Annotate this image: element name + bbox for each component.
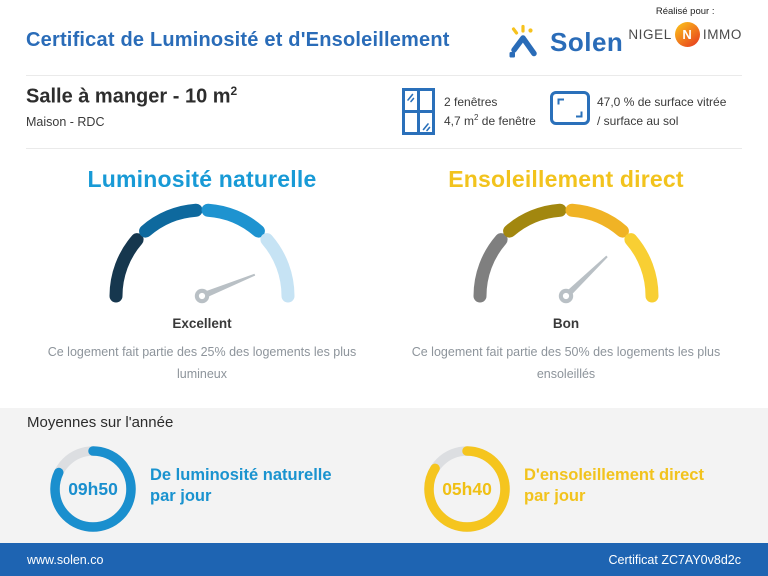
gauge-segment	[473, 233, 508, 303]
luminosity-description: Ce logement fait partie des 25% des loge…	[47, 345, 357, 381]
sunshine-title: Ensoleillement direct	[448, 166, 684, 192]
windows-count: 2 fenêtres	[444, 95, 498, 109]
footer-certificate-id: Certificat ZC7AY0v8d2c	[608, 552, 741, 567]
sunshine-hours: 05h40	[442, 478, 492, 499]
nigel-immo-icon: N	[674, 22, 700, 47]
realise-pour-label: Réalisé pour :	[655, 6, 715, 17]
luminosity-title: Luminosité naturelle	[87, 166, 317, 192]
glazing-ratio: 47,0 % de surface vitrée	[597, 95, 727, 109]
nigel-immo-logo: NIGEL N IMMO	[628, 22, 742, 47]
gauge-segment	[260, 233, 295, 303]
luminosity-ring-chart	[50, 446, 136, 532]
sunshine-gauge	[473, 203, 659, 304]
room-divider	[26, 148, 742, 149]
sunshine-ring-chart	[424, 446, 510, 532]
averages-section: Moyennes sur l'année 09h50 De luminosité…	[0, 408, 768, 543]
immo-text: IMMO	[702, 27, 742, 42]
ring-progress	[424, 446, 510, 532]
gauge-needle	[200, 273, 256, 299]
needle-hub-hole	[198, 292, 206, 300]
sunshine-ring: 05h40	[423, 445, 511, 533]
gauge-segment	[109, 233, 144, 303]
footer: www.solen.co Certificat ZC7AY0v8d2c	[0, 543, 768, 576]
nigel-text: NIGEL	[628, 27, 672, 42]
averages-heading: Moyennes sur l'année	[27, 414, 174, 431]
sunshine-description: Ce logement fait partie des 50% des loge…	[411, 345, 721, 381]
partner-block: Réalisé pour : NIGEL N IMMO	[628, 6, 742, 47]
solen-house-icon	[509, 24, 537, 58]
glazing-info: 47,0 % de surface vitrée / surface au so…	[597, 93, 726, 130]
needle-hub-hole	[562, 292, 570, 300]
glazing-ratio-2: / surface au sol	[597, 113, 679, 128]
sunshine-rating: Bon	[552, 316, 580, 331]
gauge-segment	[139, 203, 203, 238]
gauge-needle	[563, 255, 608, 299]
window-icon	[402, 88, 435, 135]
room-title: Salle à manger - 10 m2	[26, 84, 238, 108]
gauge-segment	[503, 203, 567, 238]
sunshine-avg-label: D'ensoleillement direct par jour	[524, 466, 704, 506]
sunshine-panel: Ensoleillement direct Bon Ce logement fa…	[388, 148, 744, 386]
luminosity-rating: Excellent	[172, 316, 232, 331]
gauge-segment	[565, 203, 629, 238]
solen-logo: Solen	[503, 24, 623, 60]
windows-area: 4,7 m2 de fenêtre	[444, 112, 536, 128]
windows-info: 2 fenêtres 4,7 m2 de fenêtre	[444, 93, 536, 130]
glazing-surface-icon	[550, 91, 590, 125]
solen-wordmark: Solen	[550, 26, 624, 57]
ring-progress	[50, 446, 136, 532]
room-subtitle: Maison - RDC	[26, 115, 105, 129]
header-divider	[26, 75, 742, 76]
luminosity-hours: 09h50	[68, 478, 118, 499]
luminosity-ring: 09h50	[49, 445, 137, 533]
page-title: Certificat de Luminosité et d'Ensoleille…	[26, 29, 450, 51]
luminosity-panel: Luminosité naturelle Excellent Ce logeme…	[24, 148, 380, 386]
gauge-segment	[624, 233, 659, 303]
luminosity-gauge	[109, 203, 295, 304]
gauge-segment	[201, 203, 265, 238]
footer-website: www.solen.co	[27, 552, 104, 567]
luminosity-avg-label: De luminosité naturelle par jour	[150, 466, 332, 506]
